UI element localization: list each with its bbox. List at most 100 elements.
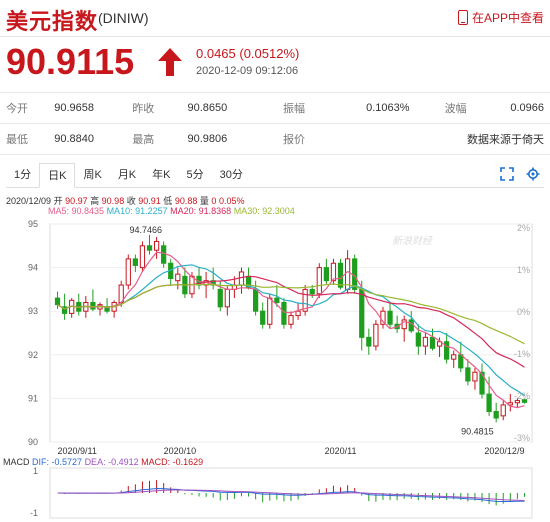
macd-tick-label: 1	[33, 466, 38, 476]
candle-body	[366, 336, 372, 347]
stat-value: 90.9658	[48, 92, 127, 124]
candle-body	[288, 315, 294, 325]
x-tick-label: 2020/12/9	[484, 446, 524, 456]
candle-body	[132, 258, 138, 266]
candle-body	[500, 404, 506, 417]
ohlc-readout: 2020/12/09 开 90.97 高 90.98 收 90.91 低 90.…	[6, 194, 244, 207]
quote-time: 2020-12-09 09:12:06	[196, 65, 299, 77]
symbol-code: (DINIW)	[98, 10, 149, 26]
open-in-app-label: 在APP中查看	[471, 11, 544, 25]
candle-body	[274, 297, 280, 303]
candle-body	[175, 273, 181, 282]
dif-line	[57, 487, 525, 502]
chart-tools	[500, 167, 540, 181]
candle-body	[90, 301, 96, 310]
y-tick-label: 95	[28, 219, 38, 229]
pct-tick-label: -1%	[514, 349, 530, 359]
min-annotation: 90.4815	[461, 426, 494, 436]
candle-body	[337, 262, 344, 288]
ohlc-close: 90.91	[138, 196, 161, 206]
stat-value: 90.9806	[181, 123, 278, 155]
stat-label: 报价	[277, 123, 361, 155]
stats-table: 今开 90.9658 昨收 90.8650 振幅 0.1063% 波幅 0.09…	[0, 92, 550, 155]
pct-tick-label: 1%	[517, 265, 530, 275]
candle-body	[352, 258, 358, 290]
candle-body	[514, 400, 521, 404]
tab-monthly-k[interactable]: 月K	[117, 169, 137, 181]
plot-frame	[49, 223, 533, 443]
candle-body	[238, 271, 245, 286]
phone-icon	[457, 10, 468, 25]
ohlc-low: 90.88	[174, 196, 198, 206]
price-change: 0.0465 (0.0512%)	[196, 46, 300, 61]
candle-body	[359, 288, 365, 338]
ma30-legend: MA30: 92.3004	[233, 206, 295, 216]
pct-tick-label: -3%	[514, 433, 530, 443]
candle-body	[486, 393, 492, 412]
candle-body	[415, 332, 421, 347]
tab-30min[interactable]: 30分	[219, 169, 243, 181]
candle-body	[302, 288, 308, 312]
watermark: 新浪财经	[392, 235, 433, 247]
candle-body	[153, 240, 160, 251]
settings-icon[interactable]	[526, 167, 540, 181]
ohlc-date: 2020/12/09	[6, 196, 52, 206]
pct-tick-label: 0%	[517, 307, 530, 317]
candle-body	[224, 288, 230, 308]
ohlc-vol-label: 量	[199, 196, 209, 206]
dea-line	[57, 489, 525, 501]
stat-value: 0.1063%	[360, 92, 439, 124]
stat-value: 90.8650	[181, 92, 278, 124]
tab-1min[interactable]: 1分	[14, 169, 32, 181]
kline-chart[interactable]: 95 94 93 92 91 90 2% 1% 0% -1% -2% -3% 新浪财经 94.7466 90…	[0, 216, 550, 522]
candle-body	[54, 297, 61, 306]
macd-legend: MACD DIF: -0.5727 DEA: -0.4912 MACD: -0.…	[3, 457, 203, 467]
x-tick-label: 2020/9/11	[58, 446, 97, 456]
fullscreen-icon[interactable]	[500, 167, 514, 181]
tab-weekly-k[interactable]: 周K	[83, 169, 102, 181]
stat-label: 最低	[0, 123, 49, 155]
candle-body	[451, 354, 457, 360]
current-price: 90.9115	[6, 41, 135, 82]
candle-body	[458, 354, 464, 369]
ohlc-low-label: 低	[163, 196, 173, 206]
tab-daily-k[interactable]: 日K	[39, 163, 76, 188]
stat-label: 波幅	[438, 92, 505, 124]
candle-body	[295, 310, 301, 317]
candle-body	[309, 288, 315, 295]
candle-body	[161, 245, 167, 264]
y-tick-label: 92	[28, 350, 38, 360]
candle-body	[316, 267, 322, 295]
stats-row: 最低 90.8840 最高 90.9806 报价 数据来源于倚天	[0, 123, 550, 155]
stat-label: 最高	[126, 123, 182, 155]
candle-body	[373, 323, 379, 347]
ohlc-high: 90.98	[101, 196, 125, 206]
stat-value: 90.8840	[48, 123, 127, 155]
page-title: 美元指数	[6, 9, 99, 34]
candle-body	[217, 288, 223, 308]
candle-body	[61, 306, 68, 314]
open-in-app-link[interactable]: 在APP中查看	[457, 9, 544, 26]
up-arrow-icon	[158, 48, 182, 76]
candle-body	[260, 310, 266, 325]
pct-tick-label: 2%	[517, 223, 530, 233]
candle-body	[267, 297, 273, 325]
stats-row: 今开 90.9658 昨收 90.8650 振幅 0.1063% 波幅 0.09…	[0, 92, 550, 124]
tab-yearly-k[interactable]: 年K	[152, 169, 171, 181]
macd-dea: DEA: -0.4912	[84, 457, 139, 467]
candle-body	[493, 410, 499, 419]
x-tick-label: 2020/10	[164, 446, 197, 456]
ma20-legend: MA20: 91.8368	[170, 206, 232, 216]
candle-body	[146, 245, 153, 251]
candle-body	[401, 319, 407, 330]
y-tick-label: 91	[28, 393, 38, 403]
tab-5min[interactable]: 5分	[186, 169, 204, 181]
candle-body	[281, 301, 287, 325]
stat-label: 振幅	[277, 92, 361, 124]
ohlc-open: 90.97	[65, 196, 88, 206]
candle-body	[521, 399, 528, 403]
candle-body	[472, 371, 478, 382]
divider	[0, 36, 550, 37]
candle-body	[479, 371, 485, 395]
y-tick-label: 90	[28, 437, 38, 447]
